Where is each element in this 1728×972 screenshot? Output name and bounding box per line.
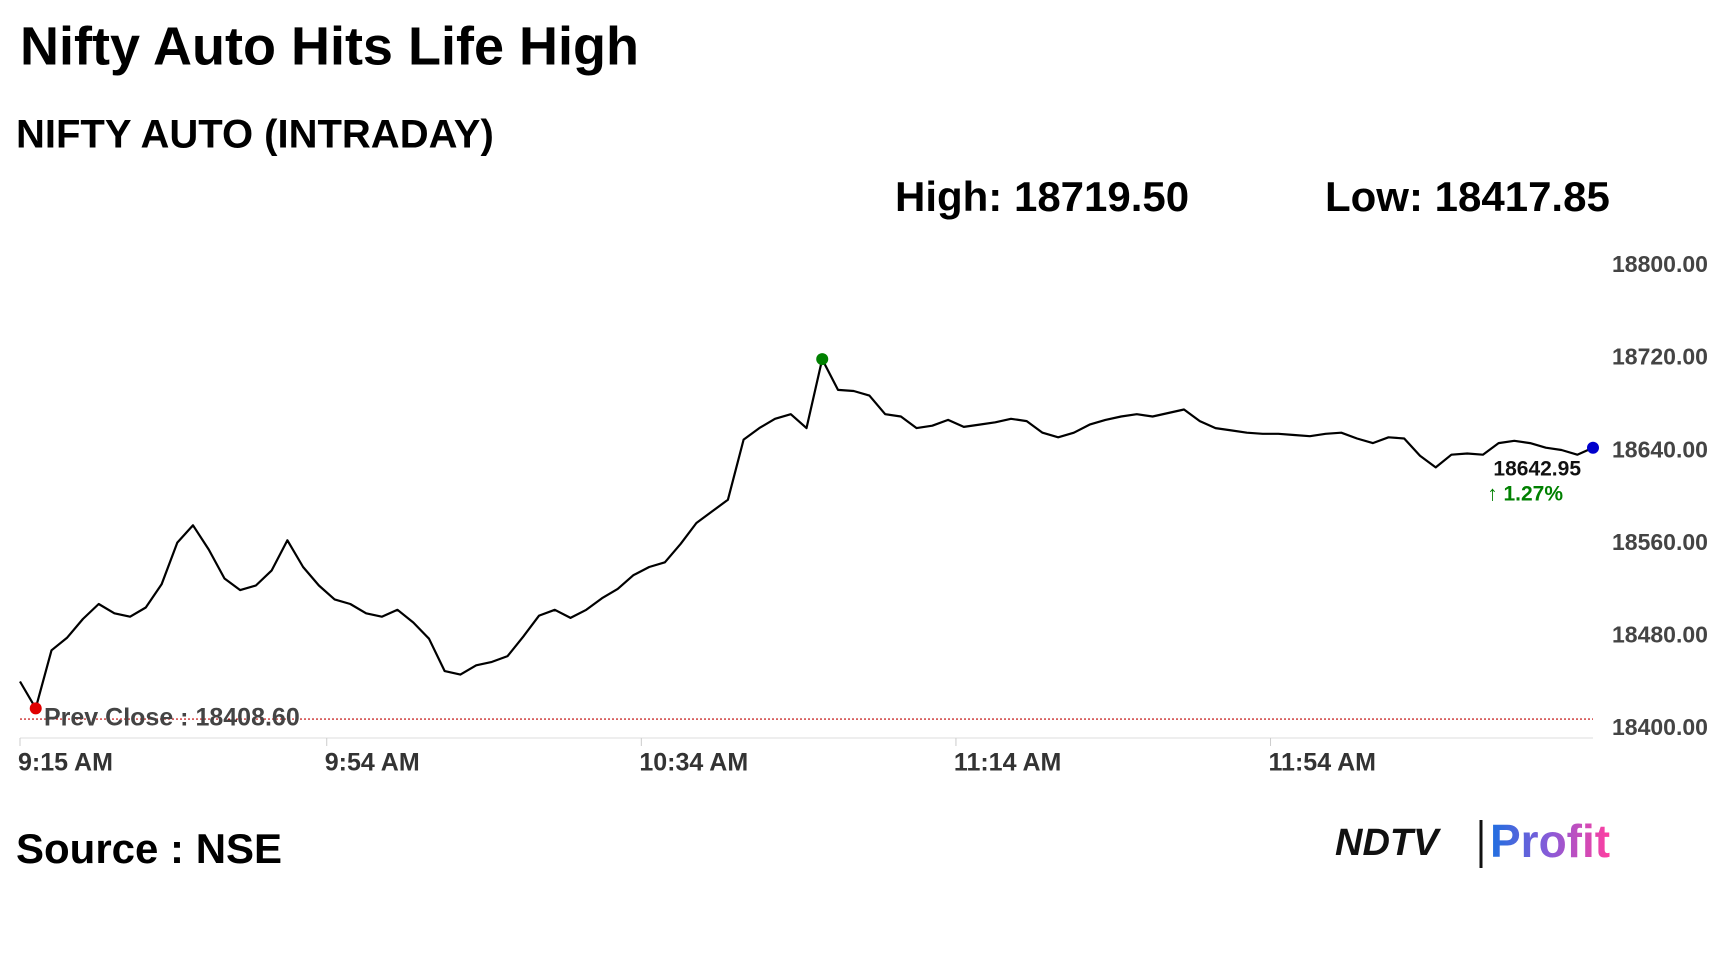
chart-subtitle: NIFTY AUTO (INTRADAY) <box>16 113 494 157</box>
logo-ndtv: NDTV <box>1335 822 1441 864</box>
y-tick-label: 18400.00 <box>1612 714 1708 740</box>
x-tick-label: 9:54 AM <box>325 749 420 777</box>
x-tick-label: 11:14 AM <box>954 749 1061 777</box>
last-value-label: 18642.95 <box>1493 457 1581 480</box>
low-marker <box>29 702 42 715</box>
last-marker <box>1587 441 1599 454</box>
chart-title: Nifty Auto Hits Life High <box>20 16 639 76</box>
low-label: Low: 18417.85 <box>1325 173 1610 220</box>
y-tick-label: 18640.00 <box>1612 436 1708 462</box>
prev-close-label: Prev Close : 18408.60 <box>44 704 300 732</box>
x-tick-label: 10:34 AM <box>639 749 748 777</box>
price-line <box>19 358 1594 710</box>
y-tick-label: 18720.00 <box>1612 344 1708 370</box>
y-tick-label: 18480.00 <box>1612 621 1708 647</box>
y-tick-label: 18800.00 <box>1612 251 1708 277</box>
source: Source : NSE <box>16 825 282 872</box>
change-label: ↑ 1.27% <box>1487 482 1563 505</box>
x-tick-label: 9:15 AM <box>18 749 113 777</box>
y-tick-label: 18560.00 <box>1612 529 1708 555</box>
x-tick-label: 11:54 AM <box>1269 749 1376 777</box>
high-marker <box>816 353 829 366</box>
logo-profit: Profit <box>1490 815 1610 867</box>
high-label: High: 18719.50 <box>895 173 1189 220</box>
